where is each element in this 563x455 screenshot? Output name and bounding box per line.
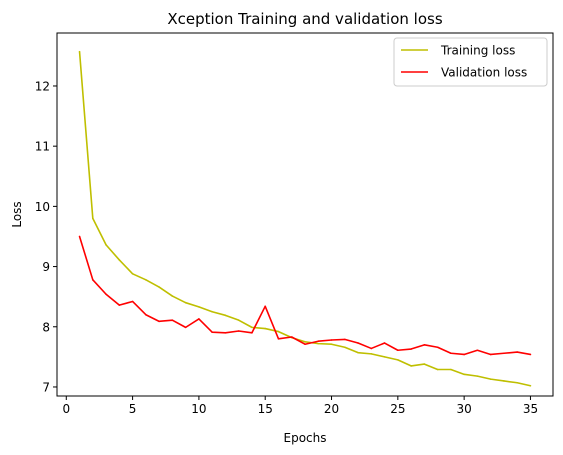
x-tick-label: 5 bbox=[129, 402, 137, 416]
training-loss-point bbox=[145, 279, 147, 281]
validation-loss-point bbox=[436, 346, 439, 349]
x-tick-label: 35 bbox=[523, 402, 538, 416]
training-loss-point bbox=[224, 314, 227, 317]
y-axis: 7 8 9 10 11 12 bbox=[35, 79, 57, 394]
training-loss-point bbox=[383, 356, 386, 358]
training-loss-point bbox=[330, 343, 333, 346]
training-loss-point bbox=[105, 244, 107, 246]
legend-box bbox=[393, 37, 548, 87]
validation-loss-point bbox=[277, 338, 280, 340]
training-loss-point bbox=[92, 217, 94, 220]
training-loss-point bbox=[78, 50, 81, 53]
validation-loss-point bbox=[158, 320, 160, 323]
validation-loss-point bbox=[304, 343, 306, 346]
plot-area bbox=[78, 50, 532, 387]
validation-loss-point bbox=[489, 353, 492, 356]
validation-loss-point bbox=[370, 347, 373, 350]
training-loss-point bbox=[317, 342, 320, 345]
training-loss-point bbox=[463, 373, 465, 376]
validation-loss-point bbox=[516, 351, 518, 353]
validation-loss-line bbox=[78, 236, 531, 356]
y-tick-label: 8 bbox=[42, 320, 50, 334]
legend: Training loss Validation loss bbox=[393, 37, 548, 87]
chart-title: Xception Training and validation loss bbox=[167, 10, 442, 28]
validation-loss-point bbox=[105, 293, 107, 296]
validation-loss-point bbox=[118, 304, 121, 306]
training-loss-point bbox=[410, 365, 412, 367]
x-tick-label: 0 bbox=[62, 402, 70, 416]
training-loss-point bbox=[304, 341, 306, 343]
training-loss-point bbox=[237, 319, 240, 321]
validation-loss-point bbox=[264, 305, 267, 308]
validation-loss-point bbox=[476, 349, 479, 352]
plot-frame bbox=[56, 32, 554, 397]
validation-loss-point bbox=[397, 349, 399, 352]
training-loss-point bbox=[198, 306, 200, 308]
validation-loss-point bbox=[211, 331, 213, 333]
training-loss-point bbox=[397, 359, 399, 361]
y-tick-label: 11 bbox=[35, 140, 50, 154]
training-loss-point bbox=[184, 301, 187, 304]
validation-loss-point bbox=[503, 352, 505, 355]
training-loss-point bbox=[450, 368, 452, 371]
validation-loss-point bbox=[237, 330, 240, 332]
training-loss-point bbox=[529, 384, 532, 387]
training-loss-point bbox=[357, 351, 359, 354]
training-loss-point bbox=[343, 346, 346, 349]
training-loss-point bbox=[503, 380, 505, 382]
x-tick-label: 30 bbox=[457, 402, 472, 416]
training-loss-point bbox=[158, 286, 160, 288]
y-tick-label: 9 bbox=[42, 260, 50, 274]
validation-loss-point bbox=[330, 339, 333, 341]
validation-loss-point bbox=[171, 319, 174, 321]
training-loss-point bbox=[370, 353, 373, 355]
validation-loss-point bbox=[224, 331, 227, 334]
training-loss-point bbox=[277, 330, 280, 333]
validation-loss-point bbox=[78, 235, 81, 238]
training-loss-point bbox=[118, 259, 121, 261]
validation-loss-point bbox=[145, 313, 147, 316]
y-tick-label: 7 bbox=[42, 380, 50, 394]
x-axis: 0 5 10 15 20 25 30 35 bbox=[62, 396, 538, 416]
y-tick-label: 12 bbox=[35, 79, 50, 93]
training-loss-point bbox=[171, 295, 174, 297]
legend-label-validation-loss: Validation loss bbox=[441, 66, 527, 80]
validation-loss-point bbox=[251, 331, 253, 334]
validation-loss-point bbox=[357, 342, 359, 344]
training-loss-point bbox=[264, 327, 267, 330]
x-tick-label: 10 bbox=[191, 402, 206, 416]
validation-loss-point bbox=[450, 352, 452, 355]
validation-loss-point bbox=[317, 340, 320, 343]
legend-label-training-loss: Training loss bbox=[440, 44, 515, 58]
training-loss-point bbox=[251, 326, 253, 329]
y-tick-label: 10 bbox=[35, 200, 50, 214]
validation-loss-point bbox=[343, 338, 346, 341]
validation-loss-point bbox=[184, 326, 187, 329]
validation-loss-point bbox=[463, 353, 465, 356]
validation-loss-point bbox=[290, 336, 293, 338]
training-loss-point bbox=[436, 368, 439, 371]
training-loss-point bbox=[489, 378, 492, 380]
training-loss-point bbox=[131, 273, 134, 275]
validation-loss-point bbox=[131, 300, 134, 303]
validation-loss-point bbox=[410, 348, 412, 350]
x-axis-label: Epochs bbox=[284, 431, 327, 445]
training-loss-point bbox=[516, 381, 518, 384]
y-axis-label: Loss bbox=[10, 201, 24, 227]
validation-loss-point bbox=[198, 318, 200, 320]
training-loss-line bbox=[78, 51, 531, 387]
training-loss-point bbox=[423, 363, 426, 365]
x-tick-label: 20 bbox=[324, 402, 339, 416]
validation-loss-point bbox=[383, 342, 386, 344]
validation-loss-point bbox=[423, 344, 426, 346]
training-loss-point bbox=[211, 310, 213, 313]
validation-loss-point bbox=[92, 279, 94, 281]
validation-loss-point bbox=[529, 353, 532, 356]
training-loss-point bbox=[476, 375, 479, 377]
x-tick-label: 15 bbox=[258, 402, 273, 416]
x-tick-label: 25 bbox=[390, 402, 405, 416]
